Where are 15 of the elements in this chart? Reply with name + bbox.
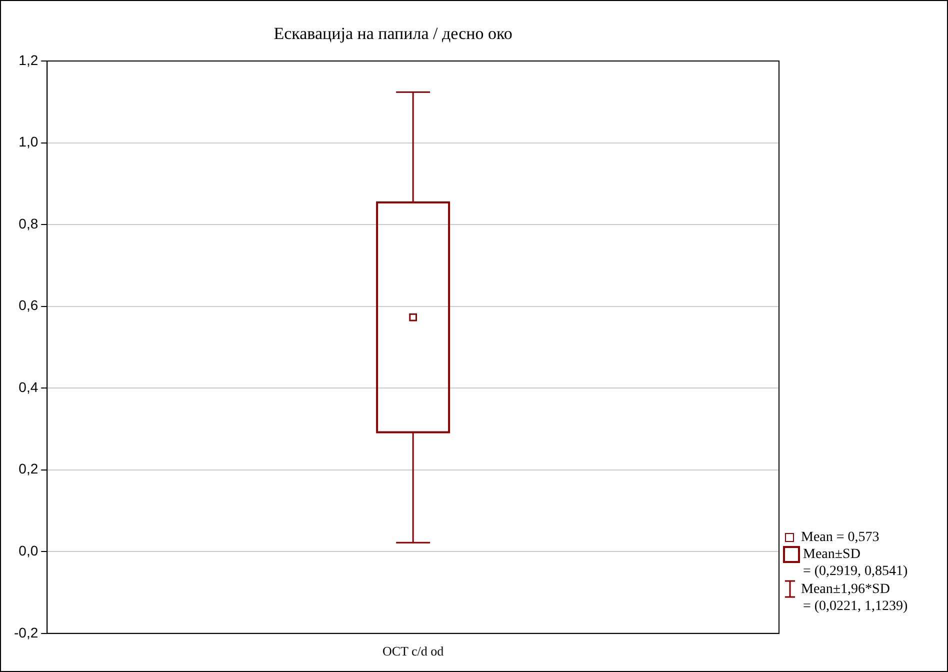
y-tick-label: 1,0 [18,134,38,150]
y-tick-label: 0,6 [18,297,38,314]
y-tick-label: 1,2 [18,52,38,68]
text: = (0,2919, 0,8541) [803,563,908,580]
y-tick-label: 0,4 [18,378,38,395]
y-tick-label: 0,8 [18,215,38,232]
y-tick-label: 0,0 [18,542,38,558]
text: Mean±1,96*SD [801,580,890,598]
x-tick-label: OCT c/d od [382,644,444,659]
y-tick-label: -0,2 [14,624,38,640]
text: Mean±SD [803,546,860,563]
text: = (0,0221, 1,1239) [803,598,908,615]
y-tick-label: 0,2 [18,460,38,477]
chart-title: Ескавација на папила / десно око [274,24,512,43]
text: Mean = 0,573 [801,529,880,546]
